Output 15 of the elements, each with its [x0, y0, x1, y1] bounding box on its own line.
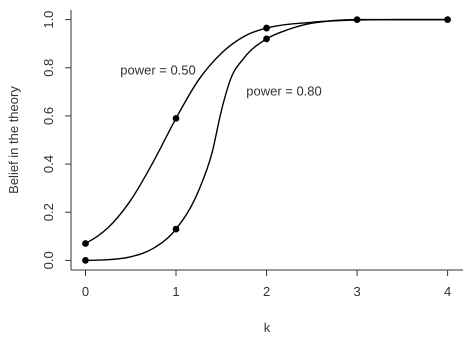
- series-label: power = 0.50: [120, 62, 196, 78]
- y-tick-label: 0.2: [41, 203, 56, 222]
- x-tick-label: 2: [262, 284, 270, 299]
- x-axis-title: k: [264, 320, 271, 335]
- y-tick-label: 0.6: [41, 106, 56, 125]
- y-tick-label: 0.4: [41, 155, 56, 174]
- x-tick-label: 1: [172, 284, 180, 299]
- y-axis-title: Belief in the theory: [6, 86, 21, 194]
- x-tick-label: 3: [353, 284, 361, 299]
- series-label: power = 0.80: [246, 83, 322, 98]
- y-tick-label: 1.0: [41, 10, 56, 29]
- y-tick-label: 0.0: [41, 251, 56, 270]
- y-tick-label: 0.8: [41, 58, 56, 77]
- x-tick-label: 4: [444, 284, 452, 299]
- x-tick-label: 0: [82, 284, 90, 299]
